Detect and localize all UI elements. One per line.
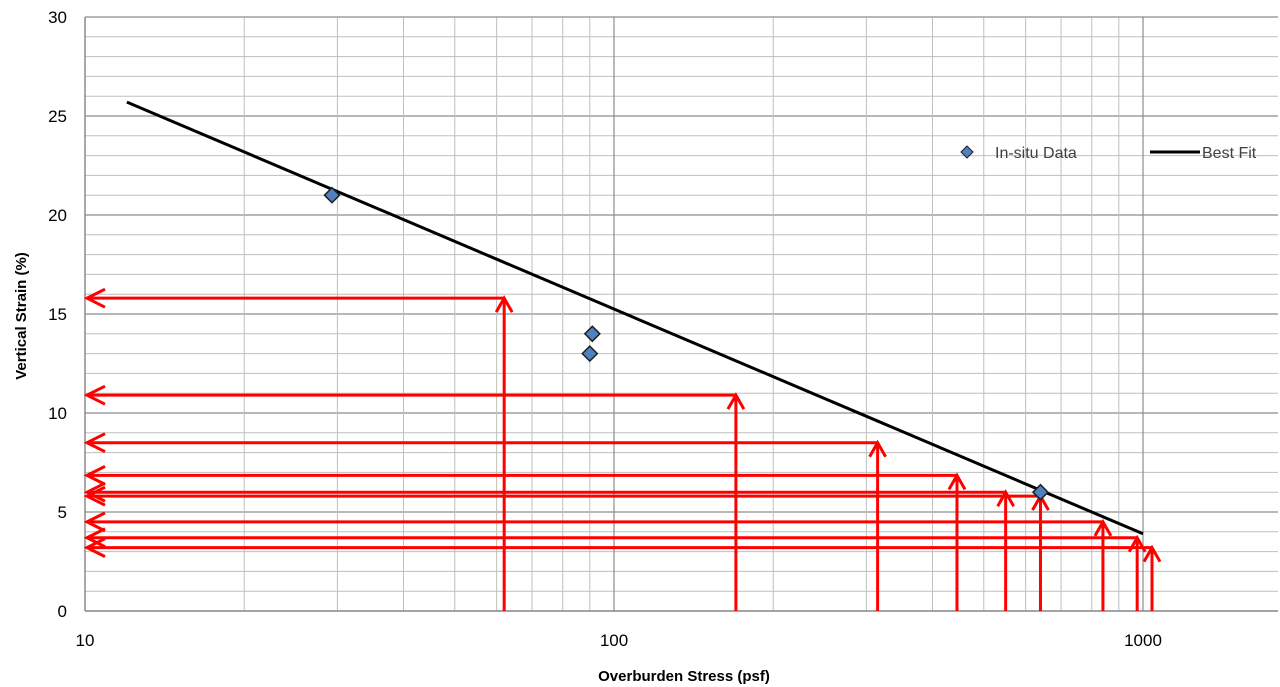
grid	[84, 16, 1278, 612]
series-layer	[126, 100, 1144, 536]
markers-layer	[323, 186, 1050, 501]
y-tick-label: 15	[48, 305, 67, 324]
x-tick-label: 10	[76, 631, 95, 650]
annotation-arrow	[83, 432, 887, 611]
best-fit-line	[126, 100, 1144, 536]
data-point	[1031, 483, 1050, 501]
arrowhead-left	[83, 465, 106, 486]
arrowhead-left	[83, 481, 106, 503]
y-tick-label: 5	[58, 503, 67, 522]
annotation-arrows	[83, 287, 1162, 611]
arrowhead-left	[83, 485, 106, 507]
legend: In-situ Data Best Fit	[960, 145, 1257, 162]
legend-label-in-situ: In-situ Data	[995, 145, 1077, 162]
tick-labels: 0 5 10 15 20 25 30 10 100 1000	[48, 8, 1162, 650]
data-point	[581, 345, 599, 363]
annotation-arrow	[83, 465, 967, 611]
x-axis-title: Overburden Stress (psf)	[598, 668, 770, 685]
data-point	[323, 186, 341, 204]
legend-label-best-fit: Best Fit	[1202, 145, 1257, 162]
annotation-arrow	[83, 527, 1147, 611]
data-point	[583, 325, 601, 343]
arrowhead-left	[83, 384, 106, 406]
annotation-arrow	[83, 384, 746, 611]
arrowhead-left	[83, 432, 106, 454]
arrowhead-left	[83, 287, 106, 309]
arrowhead-left	[83, 527, 106, 549]
y-tick-label: 30	[48, 8, 67, 27]
y-tick-label: 20	[48, 206, 67, 225]
axes	[84, 16, 1278, 612]
y-tick-label: 25	[48, 107, 67, 126]
annotation-arrow	[83, 481, 1015, 611]
arrowhead-left	[83, 537, 106, 558]
x-tick-label: 1000	[1124, 631, 1162, 650]
annotation-arrow	[83, 287, 514, 611]
y-tick-label: 10	[48, 404, 67, 423]
legend-marker-in-situ	[960, 145, 974, 159]
y-axis-title: Vertical Strain (%)	[13, 252, 30, 380]
x-tick-label: 100	[600, 631, 628, 650]
arrowhead-left	[83, 511, 106, 533]
annotation-arrow	[83, 537, 1162, 611]
y-tick-label: 0	[58, 602, 67, 621]
